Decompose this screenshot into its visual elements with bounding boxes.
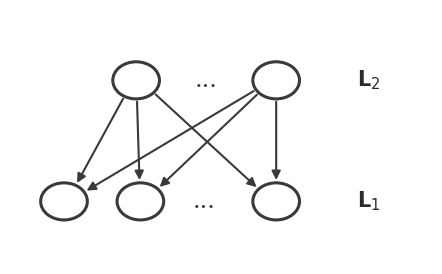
Text: $\mathbf{L}_2$: $\mathbf{L}_2$ [357, 68, 380, 92]
Ellipse shape [41, 183, 88, 220]
Ellipse shape [253, 183, 300, 220]
Ellipse shape [117, 183, 164, 220]
Ellipse shape [253, 62, 300, 99]
Ellipse shape [113, 62, 160, 99]
Text: ...: ... [193, 190, 215, 213]
Text: $\mathbf{L}_1$: $\mathbf{L}_1$ [357, 190, 380, 213]
Text: ...: ... [195, 69, 217, 92]
